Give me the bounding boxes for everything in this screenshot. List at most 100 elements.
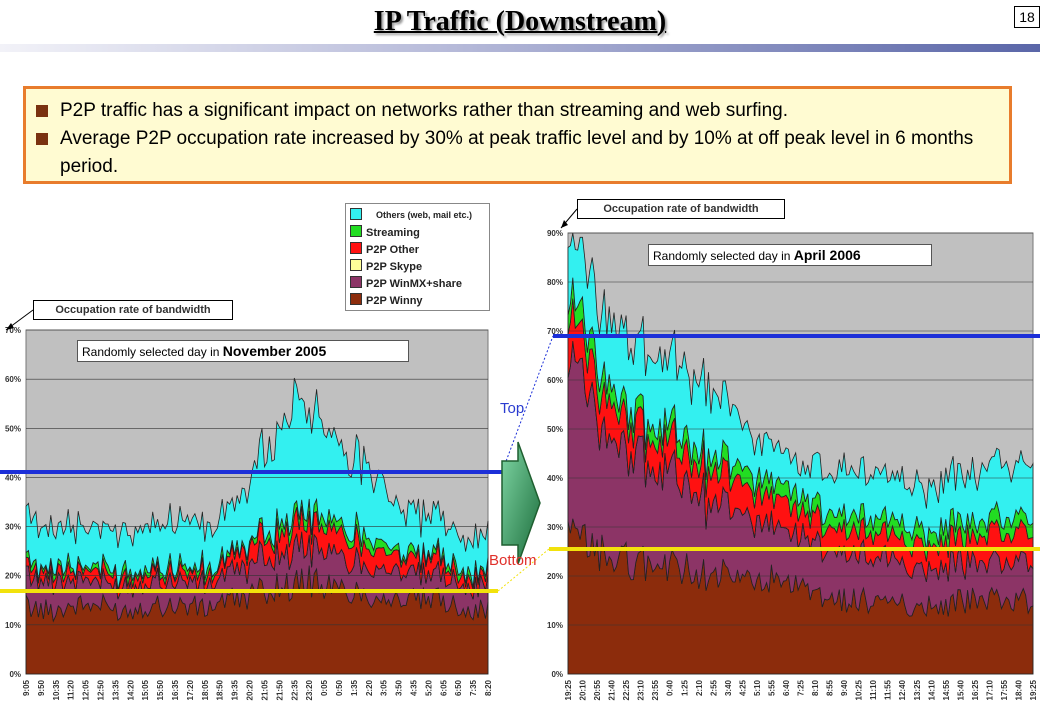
- x-tick-label: 8:20: [484, 679, 493, 696]
- x-tick-label: 14:55: [942, 679, 951, 700]
- y-tick-label: 30%: [5, 523, 21, 532]
- x-tick-label: 10:25: [855, 679, 864, 700]
- y-tick-label: 10%: [5, 621, 21, 630]
- x-tick-label: 1:35: [350, 679, 359, 696]
- y-tick-label: 60%: [5, 375, 21, 384]
- x-tick-label: 0:05: [320, 679, 329, 696]
- page-number: 18: [1014, 6, 1040, 28]
- x-tick-label: 21:40: [608, 679, 617, 700]
- legend: Others (web, mail etc.) Streaming P2P Ot…: [345, 203, 490, 311]
- y-tick-label: 50%: [5, 424, 21, 433]
- right-arrow-icon: [501, 441, 541, 565]
- x-tick-label: 6:05: [439, 679, 448, 696]
- x-tick-label: 17:20: [186, 679, 195, 700]
- x-tick-label: 13:25: [913, 679, 922, 700]
- legend-swatch: [350, 259, 362, 271]
- x-tick-label: 12:50: [97, 679, 106, 700]
- chart-1: 0% 10% 20% 30% 40% 50% 60% 70% 80% 90% 19:25 20:10 2…: [547, 229, 1038, 700]
- x-tick-label: 19:25: [564, 679, 573, 700]
- y-tick-label: 20%: [5, 572, 21, 581]
- x-tick-label: 20:55: [593, 679, 602, 700]
- legend-swatch: [350, 242, 362, 254]
- legend-swatch: [350, 225, 362, 237]
- x-tick-label: 16:35: [171, 679, 180, 700]
- x-tick-label: 5:10: [753, 679, 762, 696]
- page-title: IP Traffic (Downstream): [373, 6, 667, 37]
- x-tick-label: 15:05: [141, 679, 150, 700]
- x-tick-label: 13:35: [111, 679, 120, 700]
- x-tick-label: 20:10: [579, 679, 588, 700]
- y-tick-label: 70%: [547, 327, 563, 336]
- x-tick-label: 6:40: [782, 679, 791, 696]
- x-tick-label: 2:20: [365, 679, 374, 696]
- x-tick-label: 8:10: [811, 679, 820, 696]
- x-tick-label: 3:40: [724, 679, 733, 696]
- x-tick-label: 15:40: [956, 679, 965, 700]
- bullet-item: Average P2P occupation rate increased by…: [36, 125, 1001, 181]
- legend-item-p2p-winmx: P2P WinMX+share: [350, 276, 462, 290]
- y-tick-label: 10%: [547, 621, 563, 630]
- bullet-text: Average P2P occupation rate increased by…: [60, 128, 974, 177]
- period-prefix: Randomly selected day in: [82, 345, 223, 359]
- legend-item-p2p-skype: P2P Skype: [350, 259, 422, 273]
- square-bullet-icon: [36, 105, 48, 117]
- x-tick-label: 9:50: [37, 679, 46, 696]
- legend-label: P2P Skype: [366, 261, 423, 273]
- y-tick-label: 40%: [5, 473, 21, 482]
- callout-left: Occupation rate of bandwidth: [33, 300, 233, 320]
- legend-item-others: [350, 208, 366, 222]
- x-tick-label: 12:40: [898, 679, 907, 700]
- legend-label: P2P Other: [366, 244, 419, 256]
- legend-others-note: Others (web, mail etc.): [376, 210, 473, 220]
- x-tick-label: 18:40: [1014, 679, 1023, 700]
- period-value: April 2006: [793, 247, 861, 263]
- legend-swatch: [350, 293, 362, 305]
- legend-swatch: [350, 276, 362, 288]
- x-tick-label: 23:20: [305, 679, 314, 700]
- top-connector: [501, 335, 554, 473]
- x-tick-label: 5:20: [424, 679, 433, 696]
- x-tick-label: 23:10: [637, 679, 646, 700]
- x-tick-label: 11:10: [869, 679, 878, 700]
- x-tick-label: 19:25: [1029, 679, 1038, 700]
- x-tick-label: 2:55: [709, 679, 718, 696]
- top-label: Top: [500, 400, 525, 417]
- x-tick-label: 22:25: [622, 679, 631, 700]
- legend-item-p2p-other: P2P Other: [350, 242, 419, 256]
- x-tick-label: 0:50: [335, 679, 344, 696]
- square-bullet-icon: [36, 133, 48, 145]
- x-tick-label: 11:20: [67, 679, 76, 700]
- legend-item-p2p-winny: P2P Winny: [350, 293, 423, 307]
- legend-label: P2P Winny: [366, 295, 423, 307]
- arrowhead-icon: [561, 220, 568, 228]
- x-tick-label: 19:35: [231, 679, 240, 700]
- x-tick-label: 4:25: [738, 679, 747, 696]
- x-tick-label: 3:50: [395, 679, 404, 696]
- period-prefix: Randomly selected day in: [653, 249, 794, 263]
- x-tick-label: 9:40: [840, 679, 849, 696]
- legend-label: Streaming: [366, 227, 420, 239]
- x-tick-label: 11:55: [884, 679, 893, 700]
- series-area-others-web-mail-etc-: [25, 377, 489, 590]
- period-label-left: Randomly selected day in November 2005: [77, 340, 409, 362]
- x-tick-label: 7:35: [469, 679, 478, 696]
- arrowhead-icon: [6, 323, 14, 330]
- x-tick-label: 17:55: [1000, 679, 1009, 700]
- x-tick-label: 23:55: [651, 679, 660, 700]
- x-tick-label: 5:55: [767, 679, 776, 696]
- x-tick-label: 4:35: [409, 679, 418, 696]
- y-tick-label: 0%: [551, 670, 563, 679]
- y-tick-label: 90%: [547, 229, 563, 238]
- x-tick-label: 21:05: [260, 679, 269, 700]
- period-value: November 2005: [222, 343, 327, 359]
- bullet-item: P2P traffic has a significant impact on …: [36, 97, 1001, 125]
- bullet-text: P2P traffic has a significant impact on …: [60, 100, 789, 121]
- bottom-label: Bottom: [489, 552, 537, 569]
- x-tick-label: 6:50: [454, 679, 463, 696]
- x-tick-label: 10:35: [52, 679, 61, 700]
- x-tick-label: 14:10: [927, 679, 936, 700]
- chart-0: 0% 10% 20% 30% 40% 50% 60% 70% 9:05 9:50 10:35 11:2…: [5, 326, 493, 700]
- x-tick-label: 8:55: [826, 679, 835, 696]
